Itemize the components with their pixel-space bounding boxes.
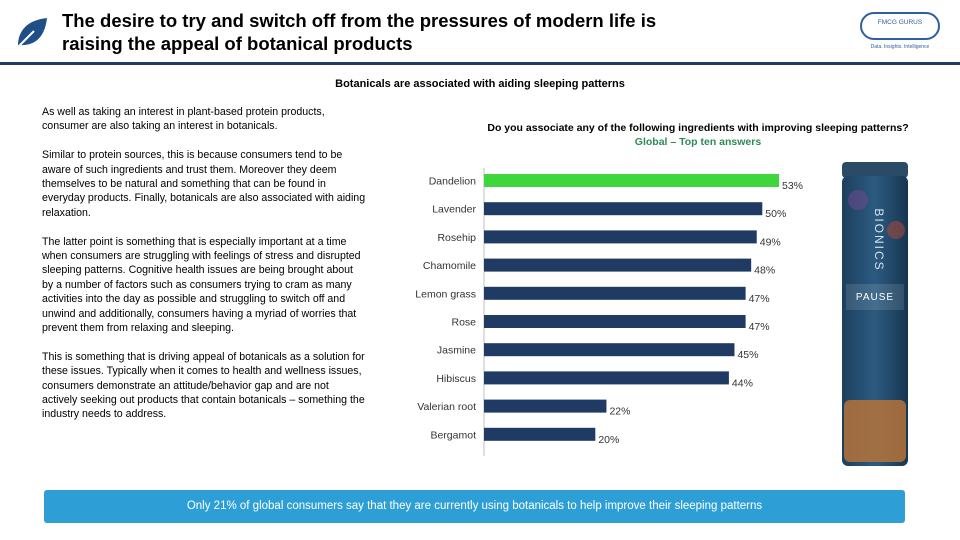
bar-chart: Dandelion 53% Lavender 50% Rosehip 49% Chamomi… — [390, 168, 830, 458]
chart-title: Do you associate any of the following in… — [487, 122, 909, 134]
page-title-line-1: The desire to try and switch off from th… — [62, 10, 657, 31]
value-label: 47% — [749, 321, 770, 333]
category-label: Lavender — [432, 204, 476, 216]
body-paragraph-4: This is something that is driving appeal… — [42, 350, 365, 421]
category-label: Bergamot — [430, 429, 476, 441]
product-name: PAUSE — [856, 292, 894, 303]
callout-banner: Only 21% of global consumers say that th… — [44, 490, 905, 523]
page-title: The desire to try and switch off from th… — [62, 9, 782, 55]
category-label: Chamomile — [423, 260, 476, 272]
slide-subtitle: Botanicals are associated with aiding sl… — [335, 78, 625, 90]
category-label: Rosehip — [437, 232, 476, 244]
value-label: 44% — [732, 377, 753, 389]
chart-subtitle: Global – Top ten answers — [634, 136, 762, 149]
category-label: Rose — [451, 317, 476, 329]
category-label: Lemon grass — [415, 288, 476, 300]
value-label: 22% — [609, 406, 630, 418]
bar-hibiscus — [484, 371, 729, 385]
bar-dandelion — [484, 174, 779, 187]
leaf-icon — [16, 18, 47, 49]
value-label: 53% — [782, 180, 803, 192]
logo-name: FMCG GURUS — [877, 19, 923, 26]
header-divider — [0, 62, 960, 65]
header: The desire to try and switch off from th… — [0, 0, 960, 65]
category-label: Valerian root — [417, 401, 476, 413]
bar-lavender — [484, 202, 763, 216]
callout-text: Only 21% of global consumers say that th… — [186, 500, 763, 512]
logo-tagline: Data. Insights. Intelligence — [870, 44, 930, 50]
bar-chamomile — [484, 258, 752, 272]
value-label: 48% — [754, 265, 775, 277]
body-paragraph-2: Similar to protein sources, this is beca… — [42, 149, 366, 219]
value-label: 20% — [598, 434, 619, 446]
bar-valerian-root — [484, 399, 607, 413]
value-label: 49% — [760, 236, 781, 248]
company-logo: FMCG GURUS Data. Insights. Intelligence — [852, 10, 948, 54]
logo-oval — [860, 12, 940, 40]
category-label: Dandelion — [429, 176, 476, 188]
body-paragraph-3: The latter point is something that is es… — [42, 235, 361, 335]
body-paragraph-1: As well as taking an interest in plant-b… — [42, 106, 325, 133]
body-text: As well as taking an interest in plant-b… — [42, 105, 367, 436]
bar-chart-svg: Dandelion 53% Lavender 50% Rosehip 49% Chamomi… — [415, 168, 803, 456]
page-title-line-2: raising the appeal of botanical products — [62, 33, 413, 54]
value-label: 50% — [765, 208, 786, 220]
bar-rosehip — [484, 230, 757, 244]
bar-jasmine — [484, 343, 735, 357]
product-brand: BIONICS — [872, 208, 886, 271]
bar-bergamot — [484, 427, 596, 441]
value-label: 47% — [749, 293, 770, 305]
product-tube-image: PAUSE BIONICS — [842, 162, 908, 466]
category-label: Hibiscus — [436, 373, 476, 385]
bar-lemon-grass — [484, 286, 746, 300]
category-label: Jasmine — [437, 345, 476, 357]
chart-question: Do you associate any of the following in… — [478, 121, 918, 150]
bar-rose — [484, 315, 746, 328]
value-label: 45% — [737, 349, 758, 361]
